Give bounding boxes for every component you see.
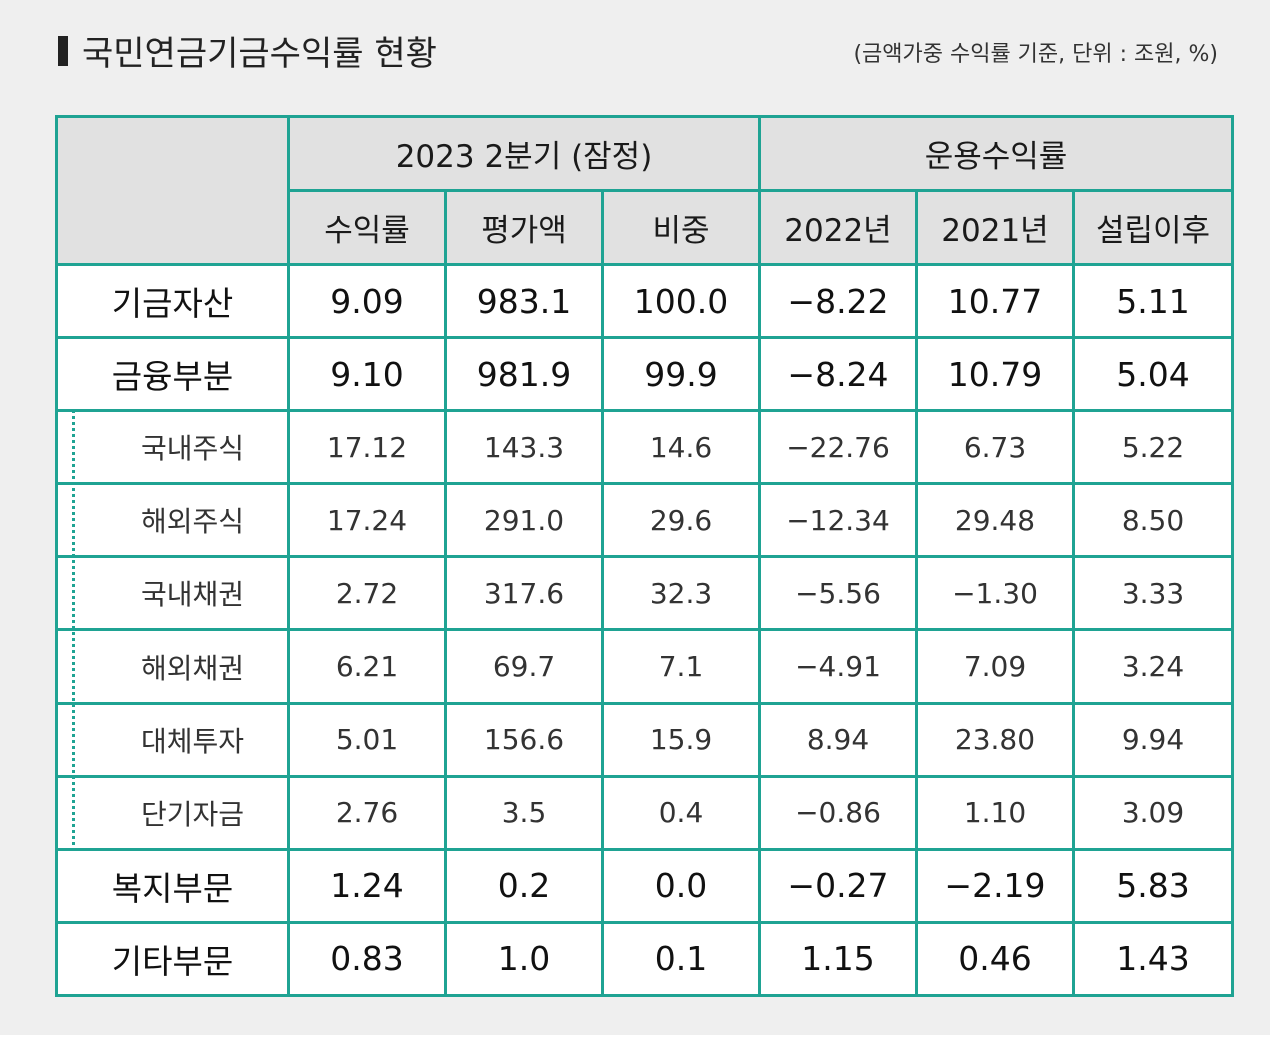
header-col: 평가액 (444, 189, 604, 266)
table-cell: 0.2 (444, 847, 604, 924)
table-cell: 5.01 (287, 701, 447, 778)
row-label: 국내채권 (55, 555, 290, 632)
table-cell: 3.5 (444, 774, 604, 851)
header-corner (55, 115, 290, 266)
table-row: 국내주식 17.12 143.3 14.6 −22.76 6.73 5.22 (55, 409, 1235, 486)
header-row-2: 수익률 평가액 비중 2022년 2021년 설립이후 (57, 189, 1235, 266)
table-cell: 17.24 (287, 482, 447, 559)
header-col: 비중 (601, 189, 761, 266)
table-cell: 981.9 (444, 336, 604, 413)
table-cell: 3.09 (1071, 774, 1235, 851)
table-row: 단기자금 2.76 3.5 0.4 −0.86 1.10 3.09 (55, 774, 1235, 851)
table-cell: 29.48 (915, 482, 1075, 559)
table-cell: −2.19 (915, 847, 1075, 924)
header-col: 수익률 (287, 189, 447, 266)
row-label: 단기자금 (55, 774, 290, 851)
row-label: 복지부문 (55, 847, 290, 924)
table-cell: 7.09 (915, 628, 1075, 705)
table-cell: 9.10 (287, 336, 447, 413)
table-cell: −4.91 (758, 628, 918, 705)
table-cell: 8.94 (758, 701, 918, 778)
tree-dotted-line (72, 410, 75, 845)
table-cell: 23.80 (915, 701, 1075, 778)
header-col: 2022년 (758, 189, 918, 266)
table-cell: 1.24 (287, 847, 447, 924)
table-row: 금융부분 9.10 981.9 99.9 −8.24 10.79 5.04 (55, 336, 1235, 413)
table-cell: 10.77 (915, 262, 1075, 340)
header-row-1: 2023 2분기 (잠정) 운용수익률 (55, 115, 1235, 266)
row-label: 해외채권 (55, 628, 290, 705)
header-group-quarter: 2023 2분기 (잠정) (287, 115, 761, 192)
table-cell: 0.83 (287, 920, 447, 998)
table-cell: −8.24 (758, 336, 918, 413)
header-col: 2021년 (915, 189, 1075, 266)
table-cell: 1.15 (758, 920, 918, 998)
table-cell: 3.24 (1071, 628, 1235, 705)
table-cell: 983.1 (444, 262, 604, 340)
title-text: 국민연금기금수익률 현황 (82, 34, 437, 74)
table-row: 해외채권 6.21 69.7 7.1 −4.91 7.09 3.24 (55, 628, 1235, 705)
table-cell: −22.76 (758, 409, 918, 486)
table-row: 국내채권 2.72 317.6 32.3 −5.56 −1.30 3.33 (55, 555, 1235, 632)
table-cell: 17.12 (287, 409, 447, 486)
table-cell: 1.10 (915, 774, 1075, 851)
unit-note: (금액가중 수익률 기준, 단위 : 조원, %) (853, 42, 1218, 67)
row-label: 대체투자 (55, 701, 290, 778)
table-cell: 9.09 (287, 262, 447, 340)
table-cell: 32.3 (601, 555, 761, 632)
table-cell: 5.83 (1071, 847, 1235, 924)
table-cell: −8.22 (758, 262, 918, 340)
table-row: 복지부문 1.24 0.2 0.0 −0.27 −2.19 5.83 (55, 847, 1235, 924)
table-cell: 0.4 (601, 774, 761, 851)
row-label: 해외주식 (55, 482, 290, 559)
table-body: 기금자산 9.09 983.1 100.0 −8.22 10.77 5.11 금융부분 9.10… (55, 262, 1235, 998)
table-cell: 2.76 (287, 774, 447, 851)
title-bar-icon (58, 35, 68, 66)
table-cell: 9.94 (1071, 701, 1235, 778)
table-cell: 291.0 (444, 482, 604, 559)
table-cell: 14.6 (601, 409, 761, 486)
table-cell: 2.72 (287, 555, 447, 632)
returns-table: 2023 2분기 (잠정) 운용수익률 수익률 평가액 비중 2022년 202… (55, 115, 1235, 998)
table-cell: 69.7 (444, 628, 604, 705)
table-cell: 0.0 (601, 847, 761, 924)
table-row: 대체투자 5.01 156.6 15.9 8.94 23.80 9.94 (55, 701, 1235, 778)
table-cell: −5.56 (758, 555, 918, 632)
header-group-returns: 운용수익률 (757, 115, 1235, 192)
row-label: 국내주식 (55, 409, 290, 486)
table-cell: 1.43 (1071, 920, 1235, 998)
table-cell: 99.9 (601, 336, 761, 413)
table-cell: 10.79 (915, 336, 1075, 413)
table-cell: 7.1 (601, 628, 761, 705)
table-row: 기금자산 9.09 983.1 100.0 −8.22 10.77 5.11 (55, 262, 1235, 340)
table-cell: 5.04 (1071, 336, 1235, 413)
table-cell: 5.11 (1071, 262, 1235, 340)
table-cell: −1.30 (915, 555, 1075, 632)
table-cell: 0.46 (915, 920, 1075, 998)
table-cell: 6.73 (915, 409, 1075, 486)
table-cell: 156.6 (444, 701, 604, 778)
row-label: 기타부문 (55, 920, 290, 998)
table-cell: 29.6 (601, 482, 761, 559)
table-cell: 5.22 (1071, 409, 1235, 486)
table-cell: 6.21 (287, 628, 447, 705)
table-cell: 143.3 (444, 409, 604, 486)
table-cell: 0.1 (601, 920, 761, 998)
row-label: 기금자산 (55, 262, 290, 340)
table-cell: 8.50 (1071, 482, 1235, 559)
table-row: 해외주식 17.24 291.0 29.6 −12.34 29.48 8.50 (55, 482, 1235, 559)
page-title: 국민연금기금수익률 현황 (58, 26, 437, 75)
table-cell: 100.0 (601, 262, 761, 340)
table-cell: −0.27 (758, 847, 918, 924)
header-col: 설립이후 (1071, 189, 1235, 266)
row-label: 금융부분 (55, 336, 290, 413)
table-cell: 3.33 (1071, 555, 1235, 632)
table-cell: 317.6 (444, 555, 604, 632)
table-cell: −0.86 (758, 774, 918, 851)
table-cell: 1.0 (444, 920, 604, 998)
table-row: 기타부문 0.83 1.0 0.1 1.15 0.46 1.43 (55, 920, 1235, 998)
table-cell: 15.9 (601, 701, 761, 778)
table-cell: −12.34 (758, 482, 918, 559)
